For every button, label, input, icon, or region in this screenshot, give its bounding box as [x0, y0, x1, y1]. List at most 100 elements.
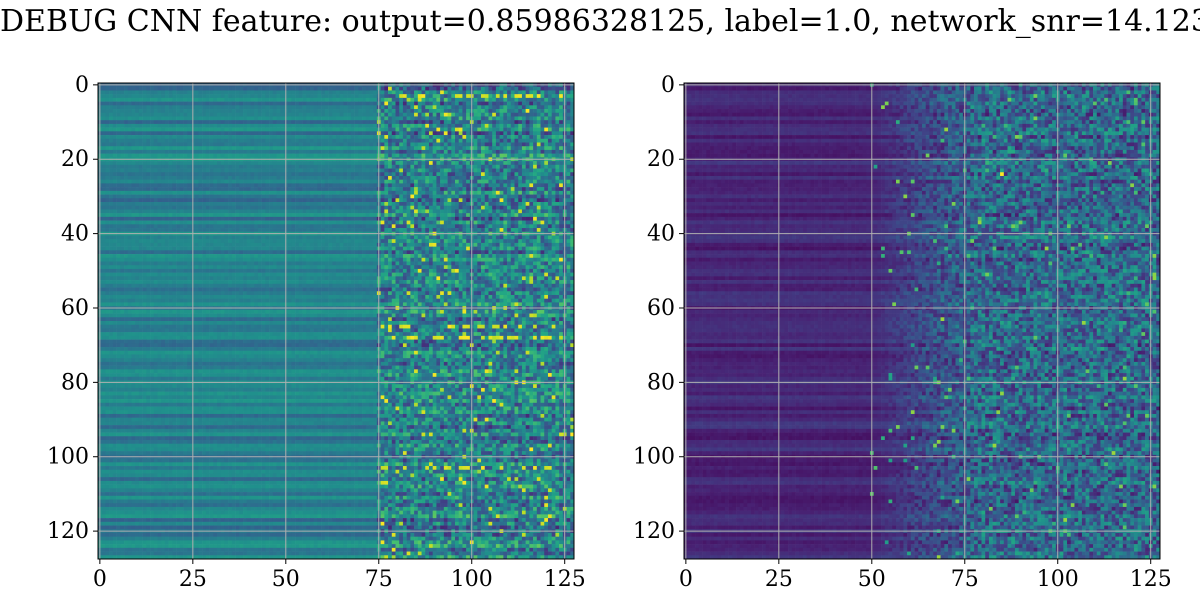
heatmap-cell: [161, 138, 166, 143]
heatmap-cell: [321, 202, 326, 207]
heatmap-cell: [257, 209, 262, 214]
heatmap-cell: [473, 149, 478, 154]
heatmap-cell: [127, 190, 132, 195]
heatmap-cell: [525, 224, 530, 229]
heatmap-cell: [495, 146, 500, 151]
heatmap-cell: [362, 194, 367, 199]
heatmap-cell: [492, 146, 497, 151]
heatmap-cell: [324, 127, 329, 132]
heatmap-cell: [309, 101, 314, 106]
heatmap-cell: [518, 168, 523, 173]
heatmap-cell: [402, 94, 407, 99]
heatmap-cell: [265, 194, 270, 199]
heatmap-cell: [410, 175, 415, 180]
heatmap-cell: [146, 131, 151, 136]
heatmap-cell: [402, 198, 407, 203]
heatmap-cell: [462, 131, 467, 136]
heatmap-cell: [436, 123, 441, 128]
heatmap-cell: [410, 172, 415, 177]
heatmap-cell: [265, 224, 270, 229]
heatmap-cell: [298, 213, 303, 218]
heatmap-cell: [484, 97, 489, 102]
heatmap-cell: [484, 175, 489, 180]
heatmap-cell: [518, 142, 523, 147]
heatmap-cell: [124, 172, 129, 177]
heatmap-cell: [254, 153, 259, 158]
heatmap-cell: [280, 116, 285, 121]
heatmap-cell: [540, 109, 545, 114]
heatmap-cell: [451, 127, 456, 132]
heatmap-cell: [105, 220, 110, 225]
heatmap-cell: [179, 86, 184, 91]
heatmap-cell: [354, 86, 359, 91]
heatmap-cell: [362, 116, 367, 121]
heatmap-cell: [176, 116, 181, 121]
heatmap-cell: [209, 172, 214, 177]
heatmap-cell: [309, 94, 314, 99]
heatmap-cell: [466, 153, 471, 158]
heatmap-cell: [194, 127, 199, 132]
heatmap-cell: [447, 179, 452, 184]
heatmap-cell: [142, 86, 147, 91]
heatmap-cell: [313, 198, 318, 203]
heatmap-cell: [112, 205, 117, 210]
heatmap-cell: [440, 123, 445, 128]
heatmap-cell: [205, 97, 210, 102]
heatmap-cell: [503, 213, 508, 218]
heatmap-cell: [157, 94, 162, 99]
heatmap-cell: [124, 131, 129, 136]
heatmap-cell: [105, 101, 110, 106]
heatmap-cell: [272, 153, 277, 158]
heatmap-cell: [265, 97, 270, 102]
heatmap-cell: [343, 194, 348, 199]
heatmap-cell: [164, 105, 169, 110]
heatmap-cell: [350, 94, 355, 99]
heatmap-cell: [499, 116, 504, 121]
heatmap-cell: [220, 149, 225, 154]
heatmap-cell: [559, 164, 564, 169]
heatmap-cell: [443, 216, 448, 221]
heatmap-cell: [521, 175, 526, 180]
heatmap-cell: [421, 202, 426, 207]
heatmap-cell: [414, 190, 419, 195]
heatmap-cell: [235, 90, 240, 95]
heatmap-cell: [555, 216, 560, 221]
heatmap-cell: [228, 94, 233, 99]
heatmap-cell: [481, 94, 486, 99]
heatmap-cell: [332, 168, 337, 173]
heatmap-cell: [179, 161, 184, 166]
heatmap-cell: [161, 146, 166, 151]
heatmap-cell: [436, 168, 441, 173]
heatmap-cell: [466, 220, 471, 225]
heatmap-cell: [488, 164, 493, 169]
heatmap-cell: [399, 142, 404, 147]
heatmap-cell: [395, 97, 400, 102]
heatmap-cell: [198, 105, 203, 110]
heatmap-cell: [529, 112, 534, 117]
heatmap-cell: [146, 213, 151, 218]
heatmap-cell: [120, 183, 125, 188]
heatmap-cell: [514, 216, 519, 221]
heatmap-cell: [246, 205, 251, 210]
heatmap-cell: [291, 172, 296, 177]
heatmap-cell: [525, 168, 530, 173]
heatmap-cell: [142, 138, 147, 143]
heatmap-cell: [205, 179, 210, 184]
heatmap-cell: [492, 109, 497, 114]
heatmap-cell: [373, 220, 378, 225]
heatmap-cell: [395, 94, 400, 99]
heatmap-cell: [369, 127, 374, 132]
heatmap-cell: [243, 135, 248, 140]
heatmap-cell: [447, 123, 452, 128]
heatmap-cell: [157, 90, 162, 95]
heatmap-cell: [540, 179, 545, 184]
heatmap-cell: [492, 202, 497, 207]
heatmap-cell: [570, 202, 575, 207]
heatmap-cell: [164, 142, 169, 147]
heatmap-cell: [384, 123, 389, 128]
heatmap-cell: [559, 202, 564, 207]
heatmap-cell: [272, 205, 277, 210]
heatmap-cell: [150, 209, 155, 214]
heatmap-cell: [488, 213, 493, 218]
